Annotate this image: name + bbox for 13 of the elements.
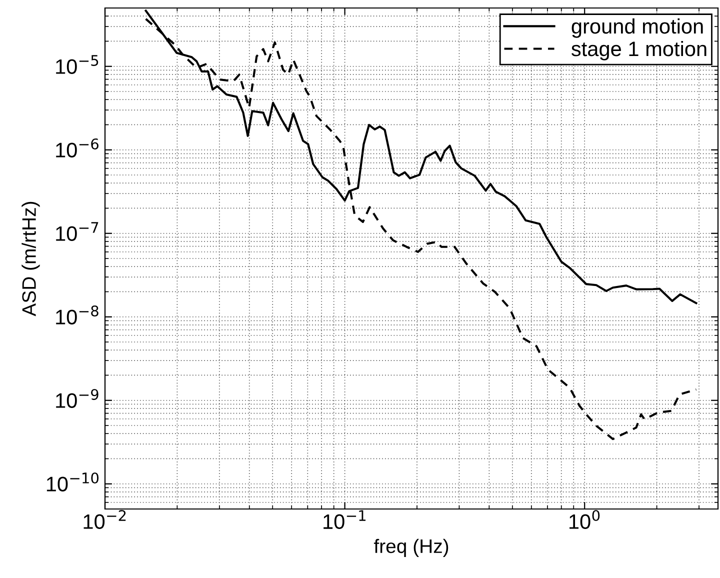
y-tick-label: 10$^{−10}$ [46,472,99,492]
legend-label: ground motion [572,18,703,38]
y-tick-label: 10$^{−6}$ [56,138,98,158]
x-axis-title: freq (Hz) [374,538,448,557]
x-tick-label: 10$^{0}$ [570,510,600,530]
legend-label: stage 1 motion [572,40,706,60]
x-tick-label: 10$^{−1}$ [324,510,366,530]
y-tick-label: 10$^{−9}$ [56,388,98,408]
y-axis-title: ASD (m/rtHz) [22,202,40,316]
y-tick-label: 10$^{−5}$ [56,55,98,74]
y-tick-label: 10$^{−8}$ [56,305,98,324]
y-tick-label: 10$^{−7}$ [56,222,98,241]
x-tick-label: 10$^{−2}$ [84,510,126,530]
